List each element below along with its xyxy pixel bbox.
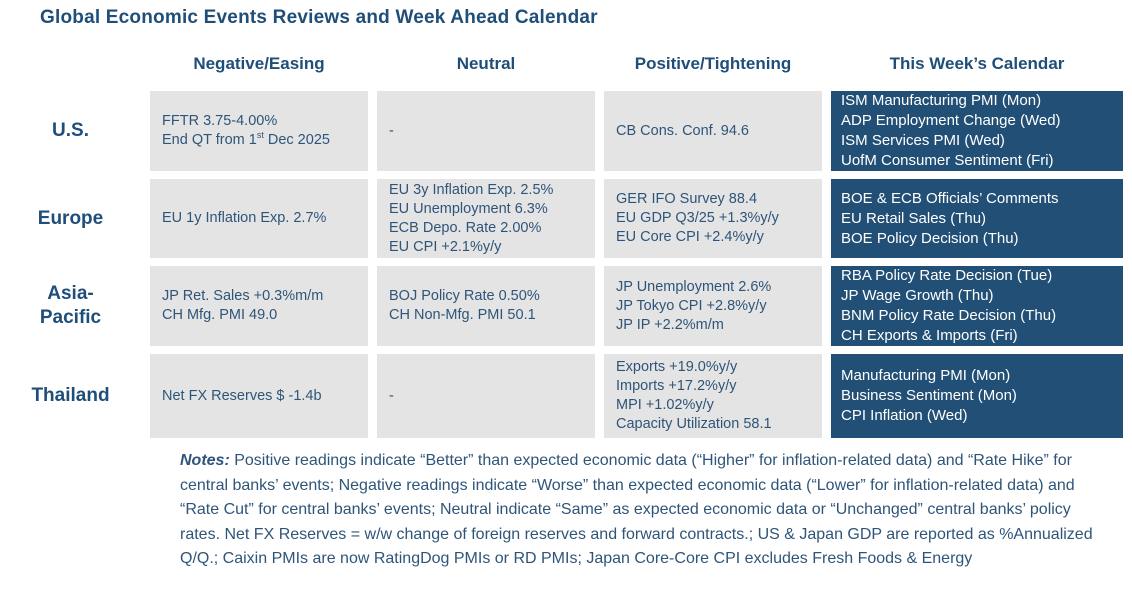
cell-line: EU Core CPI +2.4%y/y [616, 229, 764, 245]
cell-us-neutral: - [377, 91, 595, 171]
cell-line: End QT from 1st Dec 2025 [162, 131, 362, 150]
column-header-this-weeks-calendar: This Week’s Calendar [889, 54, 1065, 73]
cell-line: JP IP +2.2%m/m [616, 316, 724, 333]
footnotes: Notes: Positive readings indicate “Bette… [180, 449, 1112, 572]
calendar-line: Business Sentiment (Mon) [841, 387, 1017, 404]
cell-line: CH Non-Mfg. PMI 50.1 [389, 307, 536, 323]
cell-line: EU CPI +2.1%y/y [389, 238, 502, 255]
calendar-line: JP Wage Growth (Thu) [841, 287, 994, 304]
cell-thailand-positive: Exports +19.0%y/y Imports +17.2%y/y MPI … [604, 354, 822, 438]
calendar-line: BOE & ECB Officials’ Comments [841, 189, 1059, 207]
cell-line: EU Unemployment 6.3% [389, 200, 548, 217]
cell-line: EU GDP Q3/25 +1.3%y/y [616, 210, 779, 226]
cell-asia-pacific-negative: JP Ret. Sales +0.3%m/m CH Mfg. PMI 49.0 [150, 266, 368, 346]
cell-europe-negative: EU 1y Inflation Exp. 2.7% [150, 179, 368, 258]
column-header-neutral: Neutral [456, 54, 516, 73]
cell-europe-neutral: EU 3y Inflation Exp. 2.5% EU Unemploymen… [377, 179, 595, 258]
events-table: Negative/Easing Neutral Positive/Tighten… [0, 45, 1123, 438]
cell-thailand-calendar: Manufacturing PMI (Mon) Business Sentime… [831, 354, 1123, 438]
cell-line: - [389, 387, 394, 404]
row-label-line: Europe [37, 207, 104, 229]
cell-line: BOJ Policy Rate 0.50% [389, 288, 540, 304]
row-label-europe: Europe [0, 179, 141, 258]
calendar-line: CH Exports & Imports (Fri) [841, 327, 1018, 344]
row-label-thailand: Thailand [0, 354, 141, 438]
footnotes-label: Notes: [180, 452, 230, 469]
page-title: Global Economic Events Reviews and Week … [40, 7, 598, 28]
header-spacer [0, 45, 141, 83]
cell-line: Imports +17.2%y/y [616, 378, 737, 394]
calendar-line: ISM Manufacturing PMI (Mon) [841, 92, 1042, 109]
cell-line: EU 1y Inflation Exp. 2.7% [162, 210, 327, 226]
cell-line: JP Ret. Sales +0.3%m/m [162, 288, 324, 304]
cell-us-positive: CB Cons. Conf. 94.6 [604, 91, 822, 171]
cell-thailand-neutral: - [377, 354, 595, 438]
calendar-line: EU Retail Sales (Thu) [841, 209, 987, 227]
calendar-line: Manufacturing PMI (Mon) [841, 367, 1011, 384]
cell-thailand-negative: Net FX Reserves $ -1.4b [150, 354, 368, 438]
calendar-line: RBA Policy Rate Decision (Tue) [841, 267, 1053, 284]
cell-line: Capacity Utilization 58.1 [616, 416, 772, 432]
cell-line: FFTR 3.75-4.00% [162, 113, 278, 129]
row-label-line: Thailand [31, 385, 110, 407]
row-label-line: U.S. [52, 120, 89, 142]
cell-line: EU 3y Inflation Exp. 2.5% [389, 181, 554, 198]
cell-line: GER IFO Survey 88.4 [616, 191, 758, 207]
cell-europe-positive: GER IFO Survey 88.4 EU GDP Q3/25 +1.3%y/… [604, 179, 822, 258]
row-label-line: Pacific [39, 307, 102, 328]
cell-line: ECB Depo. Rate 2.00% [389, 219, 542, 236]
calendar-line: ISM Services PMI (Wed) [841, 132, 1005, 149]
calendar-line: UofM Consumer Sentiment (Fri) [841, 152, 1054, 169]
cell-us-calendar: ISM Manufacturing PMI (Mon) ADP Employme… [831, 91, 1123, 171]
cell-europe-calendar: BOE & ECB Officials’ Comments EU Retail … [831, 179, 1123, 258]
cell-line: - [389, 122, 394, 139]
cell-line: JP Tokyo CPI +2.8%y/y [616, 297, 767, 314]
cell-us-negative: FFTR 3.75-4.00% End QT from 1st Dec 2025 [150, 91, 368, 171]
cell-line: MPI +1.02%y/y [616, 397, 714, 413]
cell-line: Net FX Reserves $ -1.4b [162, 387, 322, 404]
cell-line: CH Mfg. PMI 49.0 [162, 307, 278, 323]
column-header-positive-tightening: Positive/Tightening [634, 54, 792, 73]
row-label-us: U.S. [0, 91, 141, 171]
cell-asia-pacific-positive: JP Unemployment 2.6% JP Tokyo CPI +2.8%y… [604, 266, 822, 346]
cell-line: Exports +19.0%y/y [616, 359, 738, 375]
cell-asia-pacific-neutral: BOJ Policy Rate 0.50% CH Non-Mfg. PMI 50… [377, 266, 595, 346]
row-label-line: Asia- [47, 283, 94, 305]
qt-ordinal-superscript: st [256, 130, 264, 141]
calendar-line: BNM Policy Rate Decision (Thu) [841, 307, 1057, 324]
footnotes-body: Positive readings indicate “Better” than… [180, 452, 1093, 567]
cell-asia-pacific-calendar: RBA Policy Rate Decision (Tue) JP Wage G… [831, 266, 1123, 346]
calendar-line: ADP Employment Change (Wed) [841, 112, 1061, 129]
calendar-line: BOE Policy Decision (Thu) [841, 229, 1019, 247]
qt-text-pre: End QT from 1 [162, 132, 257, 148]
row-label-asia-pacific: Asia- Pacific [0, 266, 141, 346]
cell-line: CB Cons. Conf. 94.6 [616, 122, 749, 139]
cell-line: JP Unemployment 2.6% [616, 278, 772, 295]
qt-text-post: Dec 2025 [263, 132, 330, 148]
calendar-line: CPI Inflation (Wed) [841, 407, 968, 424]
column-header-negative-easing: Negative/Easing [193, 54, 325, 73]
